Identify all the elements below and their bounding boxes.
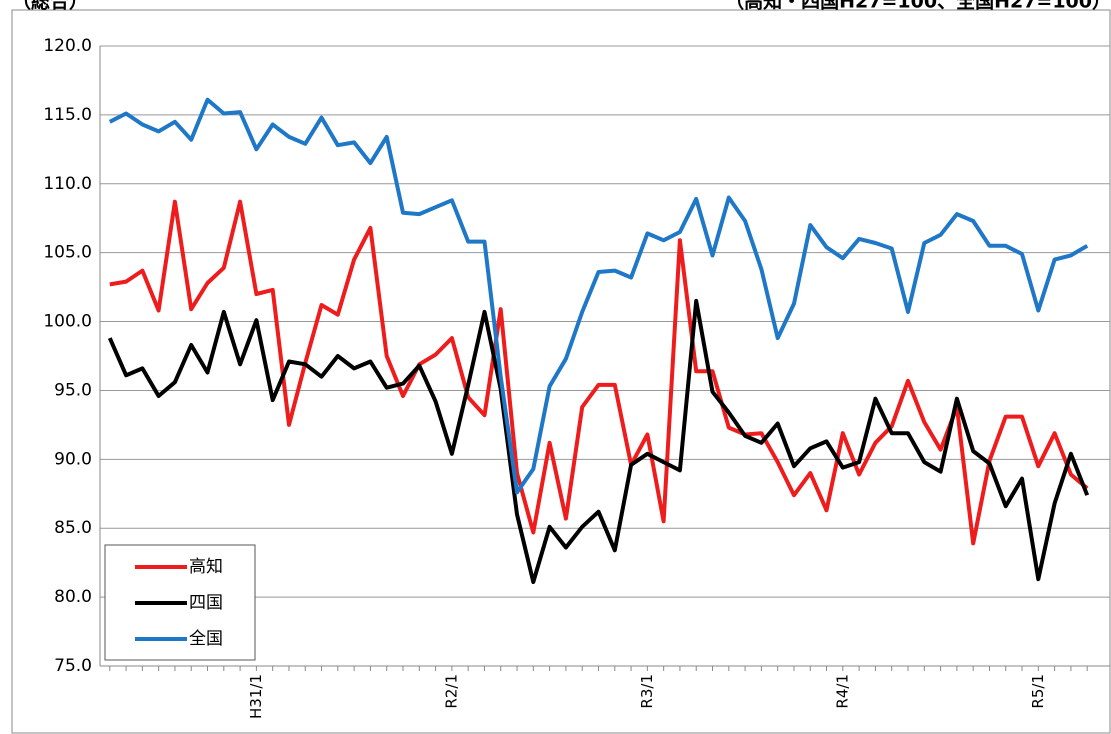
legend-label: 四国 [189,593,223,613]
y-tick-label: 120.0 [43,36,92,56]
x-tick-label: R5/1 [1029,674,1047,709]
x-tick-label: R2/1 [442,674,460,709]
chart-subtitle: （高知・四国H27=100、全国H27=100） [725,0,1111,13]
y-tick-label: 95.0 [54,380,92,400]
series-line [108,97,1089,495]
series-line [107,298,1090,584]
y-tick-label: 90.0 [54,449,92,469]
series-line [109,199,1089,546]
x-tick-label: R4/1 [833,674,851,709]
chart-title: （総合） [12,0,88,13]
y-tick-label: 75.0 [54,656,92,676]
y-tick-label: 115.0 [43,105,92,125]
chart-border [11,9,1111,734]
x-tick-label: H31/1 [247,674,265,719]
legend-label: 高知 [189,557,223,577]
x-tick-label: R3/1 [638,674,656,709]
y-tick-label: 110.0 [43,174,92,194]
y-tick-label: 100.0 [43,312,92,332]
y-tick-label: 105.0 [43,243,92,263]
y-tick-label: 85.0 [54,518,92,538]
legend-label: 全国 [189,629,223,649]
y-tick-label: 80.0 [54,587,92,607]
